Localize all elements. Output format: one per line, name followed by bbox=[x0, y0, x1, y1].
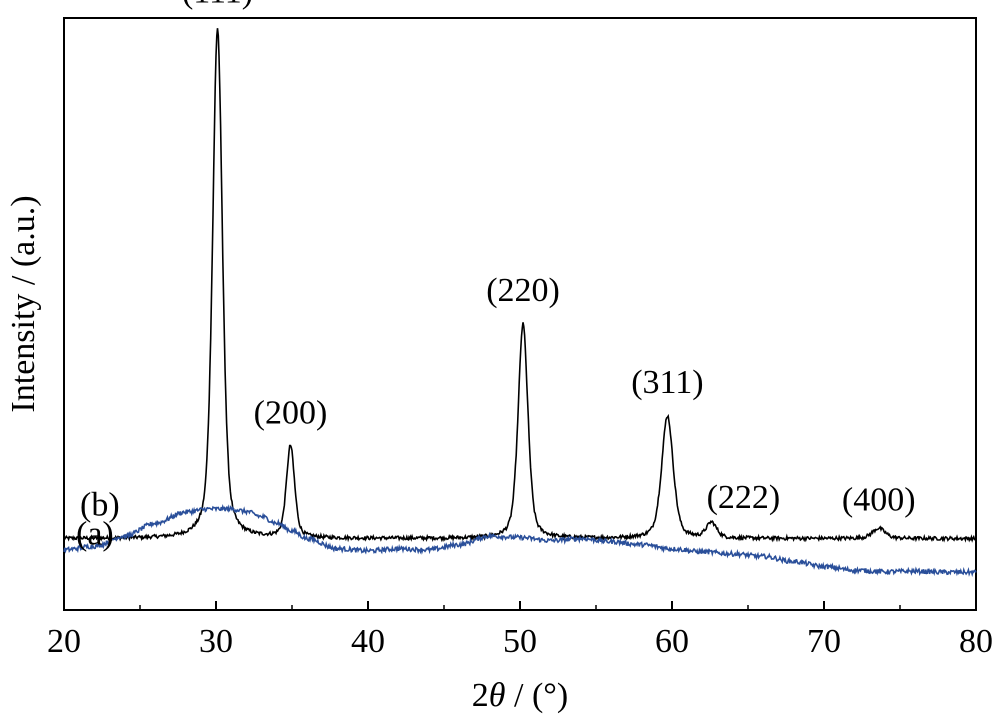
x-axis-ticks: 20 30 40 50 60 70 80 bbox=[47, 601, 993, 660]
plot-area: 20 30 40 50 60 70 80 (b)(a) (111) (200) (220) (31… bbox=[47, 0, 993, 660]
peak-label: (222) bbox=[707, 479, 781, 516]
peak-label: (220) bbox=[486, 272, 560, 309]
x-axis-title: 2θ / (°) bbox=[472, 677, 568, 714]
peak-label: (400) bbox=[842, 481, 916, 518]
peak-annotations: (111) (200) (220) (311) (222) (400) bbox=[182, 0, 916, 518]
series-a-line bbox=[63, 503, 977, 578]
x-tick-label: 40 bbox=[351, 623, 385, 660]
x-axis-title-prefix: 2 bbox=[472, 677, 489, 714]
x-axis-title-suffix: / (°) bbox=[506, 677, 569, 714]
y-axis-title: Intensity / (a.u.) bbox=[5, 195, 42, 412]
series-a-label: (a) bbox=[76, 516, 114, 553]
x-tick-label: 80 bbox=[959, 623, 993, 660]
peak-label: (200) bbox=[254, 395, 328, 432]
x-tick-label: 60 bbox=[655, 623, 689, 660]
x-tick-label: 20 bbox=[47, 623, 81, 660]
series-b-label: (b) bbox=[80, 487, 120, 524]
peak-label: (111) bbox=[182, 0, 253, 11]
peak-label: (311) bbox=[631, 364, 703, 401]
series-b-line bbox=[63, 28, 977, 543]
x-tick-label: 70 bbox=[807, 623, 841, 660]
x-tick-label: 30 bbox=[199, 623, 233, 660]
x-tick-label: 50 bbox=[503, 623, 537, 660]
plot-frame bbox=[63, 17, 977, 611]
x-axis-title-symbol: θ bbox=[489, 677, 506, 714]
series-layer: (b)(a) bbox=[63, 28, 977, 578]
